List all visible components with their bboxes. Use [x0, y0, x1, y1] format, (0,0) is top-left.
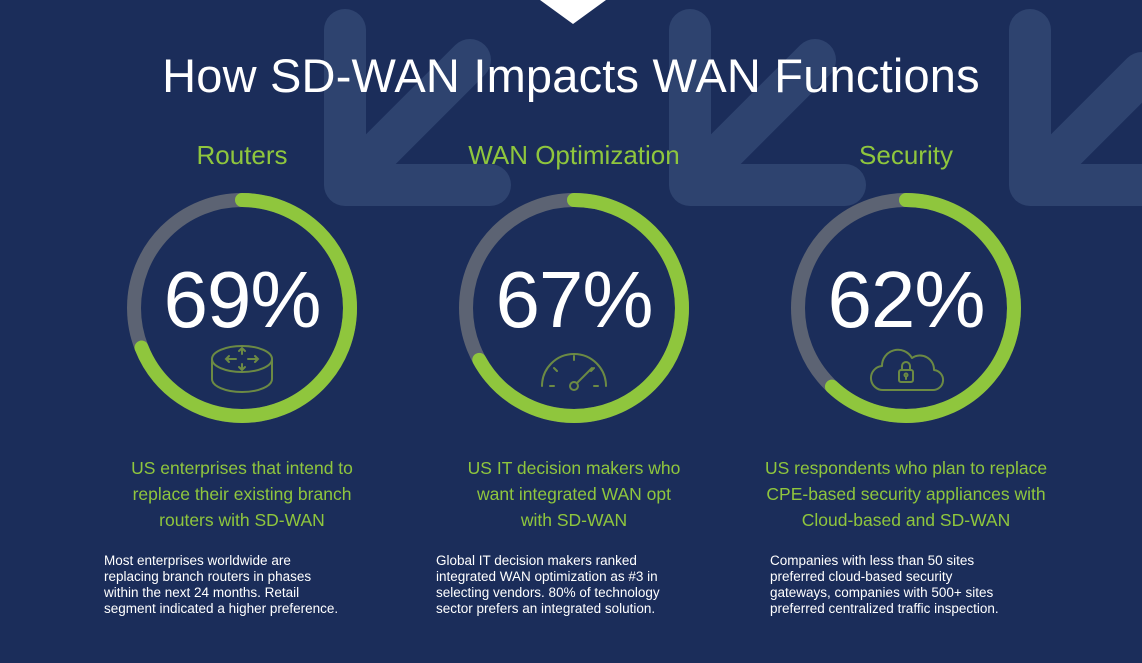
percent-ring	[791, 193, 1021, 423]
percent-ring	[459, 193, 689, 423]
note-text: Global IT decision makers ranked integra…	[436, 553, 660, 616]
stat-description: US enterprises that intend to replace th…	[131, 458, 353, 530]
percent-value: 69%	[163, 255, 321, 344]
column-wan-optimization: WAN Optimization 67% US IT decision make…	[404, 0, 744, 663]
percent-value: 67%	[495, 255, 653, 344]
note-text: Most enterprises worldwide are replacing…	[104, 553, 339, 616]
column-security: Security 62% US respondents who plan to …	[736, 0, 1076, 663]
column-heading: Security	[859, 140, 953, 170]
router-icon	[211, 345, 273, 393]
speedometer-icon	[541, 353, 607, 391]
ring-progress-arc	[791, 193, 1021, 423]
column-heading: Routers	[196, 140, 288, 170]
ring-progress-arc	[127, 193, 357, 423]
page-title: How SD-WAN Impacts WAN Functions	[162, 49, 980, 102]
note-text: Companies with less than 50 sites prefer…	[770, 553, 999, 616]
top-notch	[540, 0, 606, 24]
column-heading: WAN Optimization	[468, 140, 680, 170]
percent-ring	[127, 193, 357, 423]
cloud-lock-icon	[870, 348, 944, 392]
stat-description: US respondents who plan to replace CPE-b…	[764, 458, 1048, 530]
column-routers: Routers 69% US enterprises that intend t…	[72, 0, 412, 663]
stat-description: US IT decision makers who want integrate…	[467, 458, 681, 530]
percent-value: 62%	[827, 255, 985, 344]
ring-progress-arc	[459, 193, 689, 423]
